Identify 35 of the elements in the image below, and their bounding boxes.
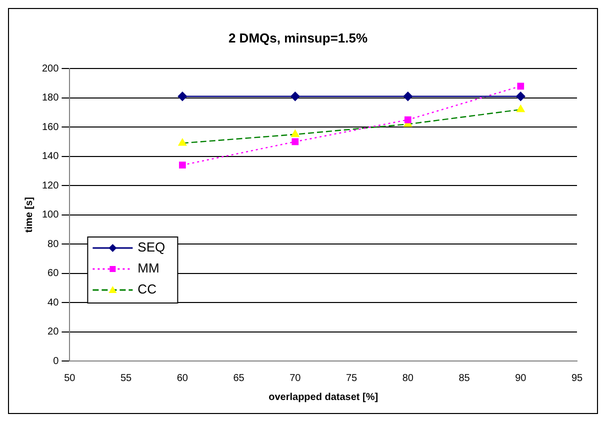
y-axis-title: time [s] <box>24 197 35 233</box>
y-tick-label: 120 <box>42 180 60 192</box>
x-tick-label: 80 <box>402 372 414 384</box>
x-axis-title: overlapped dataset [%] <box>268 392 378 403</box>
x-tick-label: 50 <box>64 372 76 384</box>
point <box>292 138 299 146</box>
point <box>516 92 526 101</box>
y-tick-label: 180 <box>42 92 60 104</box>
legend-label: SEQ <box>138 240 166 255</box>
y-tick-label: 20 <box>48 326 60 338</box>
point <box>404 116 412 124</box>
y-tick-label: 40 <box>48 297 60 308</box>
y-tick-label: 140 <box>42 151 60 162</box>
point <box>178 92 188 101</box>
y-tick-label: 200 <box>42 63 60 74</box>
legend-label: MM <box>138 260 160 276</box>
y-tick-label: 60 <box>48 268 60 280</box>
y-tick-label: 80 <box>48 238 60 250</box>
x-tick-label: 55 <box>120 372 132 384</box>
chart-title: 2 DMQs, minsup=1.5% <box>228 30 368 46</box>
point <box>403 92 412 101</box>
legend-label: CC <box>138 282 156 297</box>
y-tick-label: 0 <box>53 356 60 367</box>
x-tick-label: 90 <box>515 372 527 384</box>
x-tick-label: 95 <box>571 372 583 384</box>
x-tick-label: 85 <box>458 372 470 384</box>
x-tick-label: 75 <box>346 372 358 384</box>
point <box>178 162 186 169</box>
x-tick-label: 70 <box>290 372 302 384</box>
x-tick-label: 65 <box>233 372 245 384</box>
point <box>290 92 300 101</box>
x-tick-label: 60 <box>176 372 188 384</box>
y-tick-label: 100 <box>42 210 60 221</box>
y-tick-label: 160 <box>42 122 60 133</box>
point <box>517 82 524 90</box>
